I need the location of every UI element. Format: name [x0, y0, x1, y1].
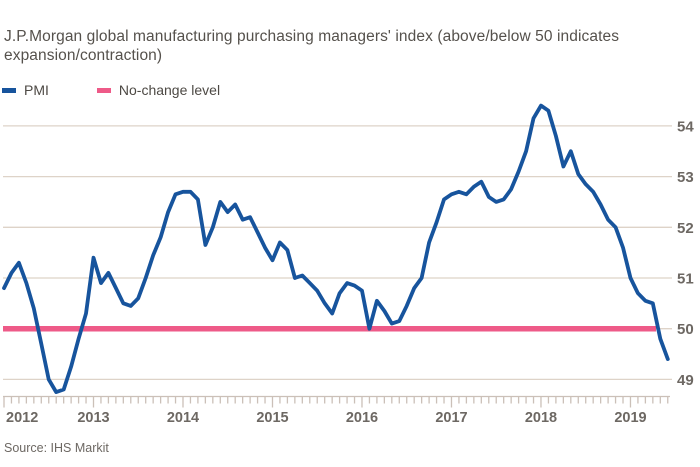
y-tick-label: 53	[677, 169, 694, 186]
y-tick-label: 50	[677, 321, 694, 338]
legend-item-no-change: No-change level	[96, 82, 221, 98]
x-year-label: 2014	[167, 410, 199, 426]
legend-label-no-change: No-change level	[118, 82, 221, 98]
pmi-line-swatch-icon	[2, 87, 16, 93]
x-year-label: 2018	[525, 410, 557, 426]
chart-legend: PMI No-change level	[2, 82, 260, 98]
no-change-line-swatch-icon	[96, 87, 111, 93]
y-tick-label: 49	[677, 372, 694, 389]
x-year-label: 2016	[346, 410, 378, 426]
chart-title: J.P.Morgan global manufacturing purchasi…	[4, 28, 620, 64]
y-tick-label: 54	[677, 118, 694, 135]
source-note: Source: IHS Markit	[4, 441, 109, 455]
x-year-label: 2019	[614, 410, 646, 426]
x-year-label: 2012	[6, 410, 38, 426]
x-year-label: 2017	[435, 410, 467, 426]
y-tick-label: 52	[677, 220, 694, 237]
y-tick-label: 51	[677, 271, 694, 288]
legend-item-pmi: PMI	[2, 82, 49, 98]
x-year-label: 2013	[77, 410, 109, 426]
legend-label-pmi: PMI	[24, 82, 49, 98]
pmi-series-line	[2, 103, 670, 395]
x-year-label: 2015	[256, 410, 288, 426]
